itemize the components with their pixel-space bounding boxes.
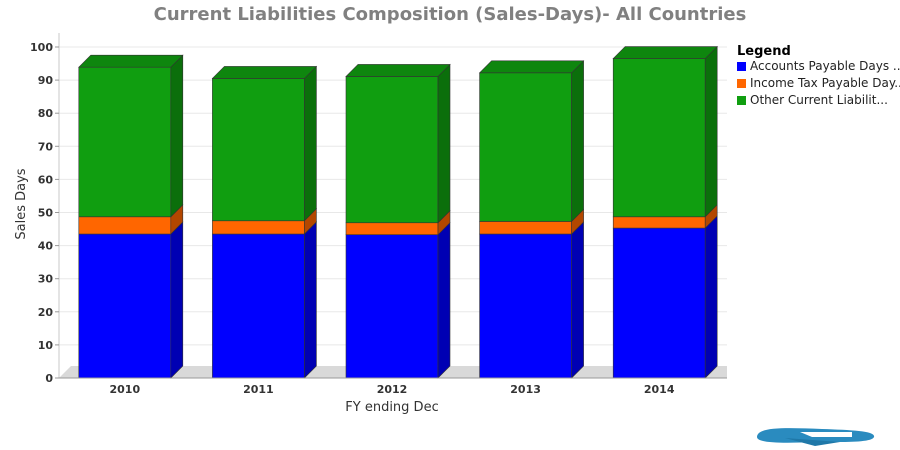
y-tick-label: 30 bbox=[38, 273, 54, 286]
bar-segment bbox=[78, 66, 172, 218]
bar-segment-side bbox=[704, 45, 718, 218]
x-axis-label: FY ending Dec bbox=[345, 400, 438, 415]
x-tick-label: 2013 bbox=[510, 383, 541, 396]
y-axis: 0 10 20 30 40 50 60 70 80 90 100 bbox=[30, 33, 60, 385]
bar-segment-side bbox=[437, 221, 451, 379]
legend-swatch bbox=[737, 79, 746, 88]
bar-top bbox=[345, 64, 451, 77]
legend-swatch bbox=[737, 62, 746, 71]
legend-item: Income Tax Payable Day... bbox=[750, 76, 900, 90]
y-axis-label: Sales Days bbox=[14, 168, 29, 239]
x-tick-label: 2010 bbox=[109, 383, 140, 396]
x-tick-label: 2014 bbox=[644, 383, 675, 396]
bar-segment bbox=[345, 234, 439, 379]
bar-segment bbox=[212, 233, 305, 379]
y-tick-label: 10 bbox=[38, 339, 54, 352]
y-tick-label: 70 bbox=[38, 140, 54, 153]
y-tick-label: 50 bbox=[38, 207, 54, 220]
x-axis: 2010 2011 2012 2013 2014 bbox=[59, 377, 727, 396]
legend-item: Accounts Payable Days ... bbox=[750, 59, 900, 73]
y-tick-label: 100 bbox=[30, 41, 53, 54]
bar-segment bbox=[345, 222, 439, 235]
bar-segment bbox=[479, 221, 572, 235]
bar-segment-side bbox=[170, 54, 184, 218]
bar-segment bbox=[612, 227, 706, 379]
y-tick-label: 90 bbox=[38, 74, 54, 87]
logo bbox=[757, 428, 875, 446]
bar-segment-side bbox=[437, 63, 451, 224]
bar-segment-side bbox=[704, 215, 718, 379]
legend: Legend Accounts Payable Days ... Income T… bbox=[737, 44, 900, 107]
y-tick-label: 20 bbox=[38, 306, 54, 319]
x-tick-label: 2011 bbox=[243, 383, 274, 396]
bar-top bbox=[211, 66, 318, 79]
bar-segment bbox=[212, 220, 305, 235]
y-tick-label: 40 bbox=[38, 240, 54, 253]
bar-segment bbox=[612, 216, 706, 229]
x-tick-label: 2012 bbox=[377, 383, 408, 396]
y-tick-label: 80 bbox=[38, 107, 54, 120]
bar-segment bbox=[479, 72, 572, 222]
bar-segment bbox=[345, 76, 439, 224]
y-tick-label: 60 bbox=[38, 173, 54, 186]
legend-item: Other Current Liabilit... bbox=[750, 93, 888, 107]
chart-title: Current Liabilities Composition (Sales-D… bbox=[154, 4, 747, 25]
bar-segment bbox=[78, 233, 172, 379]
bar-segment-side bbox=[571, 221, 584, 379]
legend-title: Legend bbox=[737, 44, 791, 59]
bar-segment bbox=[612, 58, 706, 218]
bar-top bbox=[612, 46, 718, 59]
bar-segment bbox=[212, 78, 305, 222]
bars bbox=[78, 45, 718, 379]
bar-segment-side bbox=[170, 221, 184, 379]
bar-top bbox=[78, 54, 184, 68]
y-tick-label: 0 bbox=[45, 372, 53, 385]
bar-segment-side bbox=[571, 60, 584, 223]
bar-segment-side bbox=[304, 65, 317, 222]
bar-segment bbox=[479, 233, 572, 379]
bar-top bbox=[478, 60, 585, 74]
bar-segment-side bbox=[304, 221, 317, 379]
legend-swatch bbox=[737, 96, 746, 105]
bar-segment bbox=[78, 216, 172, 235]
